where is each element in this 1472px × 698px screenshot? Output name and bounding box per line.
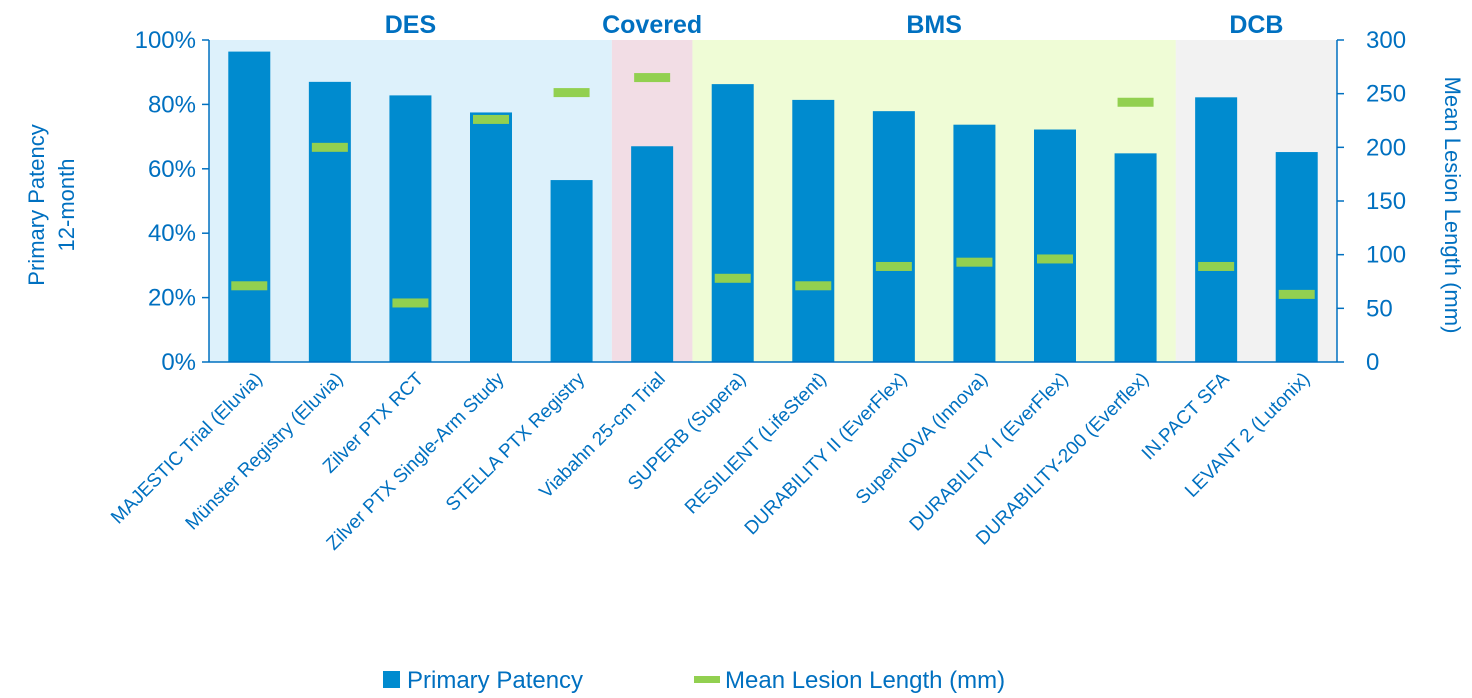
legend-swatch-marker xyxy=(694,676,720,683)
y-right-tick-label: 300 xyxy=(1366,27,1406,54)
y-right-tick-label: 0 xyxy=(1366,349,1379,376)
bar-superb-supera xyxy=(711,84,754,362)
category-label-resilient-lifestent: RESILIENT (LifeStent) xyxy=(681,369,831,519)
y-right-tick-label: 100 xyxy=(1366,242,1406,269)
y-right-tick-label: 50 xyxy=(1366,295,1393,322)
category-label-munster-registry-eluvia: Münster Registry (Eluvia) xyxy=(182,369,348,535)
marker-durability-ii-everflex xyxy=(875,261,912,271)
bar-zilver-ptx-rct xyxy=(389,95,432,362)
marker-levant-2-lutonix xyxy=(1278,289,1315,299)
marker-durability-200-everflex xyxy=(1117,97,1154,107)
y-left-tick-label: 40% xyxy=(148,220,196,247)
group-label-des: DES xyxy=(385,11,436,39)
bar-durability-ii-everflex xyxy=(872,111,915,362)
marker-superb-supera xyxy=(714,273,751,283)
y-left-title-line2: 12-month xyxy=(54,159,79,252)
bar-resilient-lifestent xyxy=(792,99,835,362)
bar-stella-ptx-registry xyxy=(550,180,593,362)
group-label-covered: Covered xyxy=(602,11,702,39)
group-band-bms xyxy=(692,40,1176,362)
category-label-durability-ii-everflex: DURABILITY II (EverFlex) xyxy=(741,369,912,540)
legend-label-mean-lesion-length: Mean Lesion Length (mm) xyxy=(725,667,1005,694)
y-right-title: Mean Lesion Length (mm) xyxy=(1440,77,1465,334)
y-left-title-line1: Primary Patency xyxy=(24,124,49,285)
marker-in-pact-sfa xyxy=(1198,261,1235,271)
legend: Primary Patency Mean Lesion Length (mm) xyxy=(383,667,1005,694)
bar-zilver-ptx-single-arm-study xyxy=(470,112,512,362)
marker-majestic-trial-eluvia xyxy=(231,281,268,291)
group-label-dcb: DCB xyxy=(1229,11,1283,39)
y-left-tick-label: 100% xyxy=(135,27,196,54)
y-left-tick-label: 60% xyxy=(148,156,196,183)
y-right-tick-label: 250 xyxy=(1366,81,1406,108)
legend-label-primary-patency: Primary Patency xyxy=(407,667,583,694)
marker-durability-i-everflex xyxy=(1037,254,1073,264)
bar-supernova-innova xyxy=(953,124,996,362)
bar-durability-200-everflex xyxy=(1114,153,1157,362)
marker-munster-registry-eluvia xyxy=(311,142,348,152)
category-label-durability-200-everflex: DURABILITY-200 (Everflex) xyxy=(972,369,1153,550)
y-left-tick-label: 20% xyxy=(148,285,196,312)
y-right-tick-label: 200 xyxy=(1366,134,1406,161)
bar-in-pact-sfa xyxy=(1195,97,1238,362)
marker-zilver-ptx-single-arm-study xyxy=(473,114,509,124)
bar-munster-registry-eluvia xyxy=(308,81,351,363)
marker-stella-ptx-registry xyxy=(553,88,590,98)
y-right-tick-label: 150 xyxy=(1366,188,1406,215)
group-label-bms: BMS xyxy=(906,11,962,39)
y-left-tick-label: 0% xyxy=(161,349,196,376)
y-left-tick-label: 80% xyxy=(148,91,196,118)
legend-swatch-bar xyxy=(383,671,400,688)
marker-resilient-lifestent xyxy=(795,281,832,291)
bar-levant-2-lutonix xyxy=(1275,152,1318,362)
category-label-majestic-trial-eluvia: MAJESTIC Trial (Eluvia) xyxy=(107,369,267,529)
category-label-durability-i-everflex: DURABILITY I (EverFlex) xyxy=(906,369,1073,536)
bar-majestic-trial-eluvia xyxy=(228,51,271,362)
marker-zilver-ptx-rct xyxy=(392,298,429,308)
category-label-supernova-innova: SuperNOVA (Innova) xyxy=(852,369,992,509)
marker-viabahn-25-cm-trial xyxy=(634,73,671,83)
marker-supernova-innova xyxy=(956,257,993,267)
bar-durability-i-everflex xyxy=(1034,129,1076,362)
category-label-stella-ptx-registry: STELLA PTX Registry xyxy=(442,368,589,515)
bar-viabahn-25-cm-trial xyxy=(631,146,674,362)
